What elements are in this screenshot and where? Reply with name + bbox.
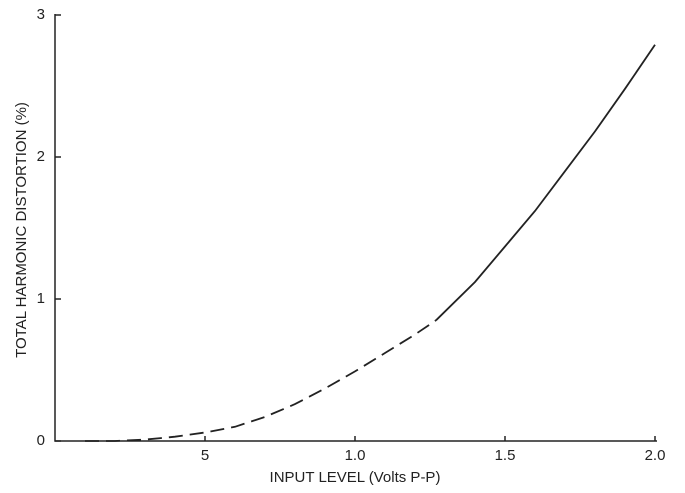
y-tick-label: 3 — [37, 6, 45, 23]
y-tick-label: 1 — [37, 290, 45, 307]
curve — [435, 44, 656, 321]
y-axis-label: TOTAL HARMONIC DISTORTION (%) — [13, 102, 30, 358]
x-tick-label: 1.5 — [495, 447, 516, 464]
y-tick-label: 2 — [37, 148, 45, 165]
y-tick-label: 0 — [37, 432, 45, 449]
axes — [54, 14, 657, 442]
x-axis-label: INPUT LEVEL (Volts P-P) — [270, 469, 441, 486]
x-tick-label: 2.0 — [645, 447, 666, 464]
x-tick-label: 1.0 — [345, 447, 366, 464]
x-tick-label: 5 — [201, 447, 209, 464]
curve — [85, 319, 437, 442]
